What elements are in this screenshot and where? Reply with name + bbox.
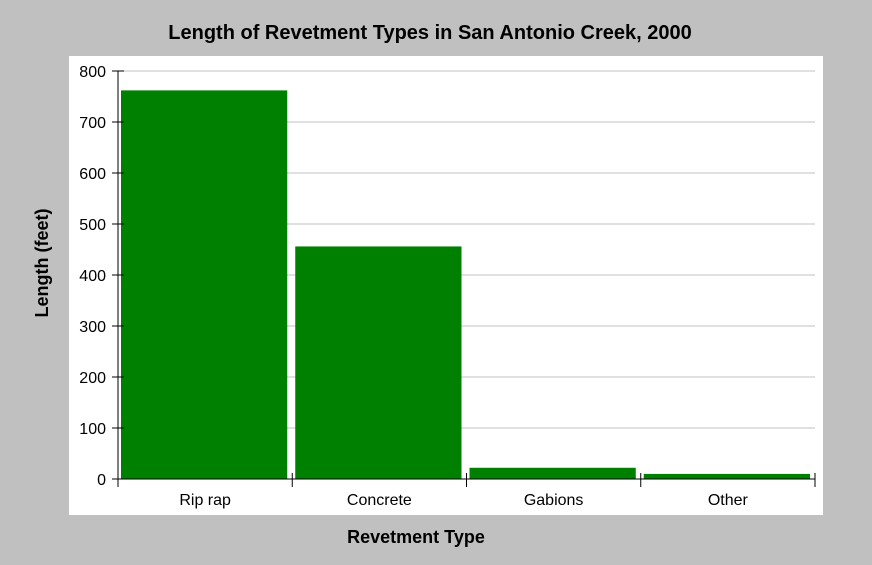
bar-gabions — [469, 467, 636, 479]
y-axis-title: Length (feet) — [32, 209, 52, 318]
y-tick-label: 100 — [79, 421, 106, 438]
y-tick-label: 700 — [79, 115, 106, 132]
x-tick-label: Concrete — [347, 492, 412, 509]
y-tick-label: 600 — [79, 166, 106, 183]
y-tick-label: 400 — [79, 268, 106, 285]
y-tick-label: 800 — [79, 64, 106, 81]
bars — [121, 90, 810, 479]
bar-rip-rap — [121, 90, 288, 479]
x-tick-label: Gabions — [524, 492, 584, 509]
y-axis-ticks: 0 100 200 300 400 500 600 700 800 — [79, 64, 124, 489]
x-axis-title: Revetment Type — [347, 527, 485, 547]
y-tick-label: 500 — [79, 217, 106, 234]
bar-concrete — [295, 246, 462, 479]
chart-title: Length of Revetment Types in San Antonio… — [168, 22, 691, 44]
y-tick-label: 0 — [97, 472, 106, 489]
x-tick-label: Rip rap — [179, 492, 231, 509]
bar-other — [643, 473, 810, 479]
y-tick-label: 200 — [79, 370, 106, 387]
y-tick-label: 300 — [79, 319, 106, 336]
x-axis-ticks: Rip rap Concrete Gabions Other — [117, 473, 816, 509]
x-tick-label: Other — [708, 492, 749, 509]
